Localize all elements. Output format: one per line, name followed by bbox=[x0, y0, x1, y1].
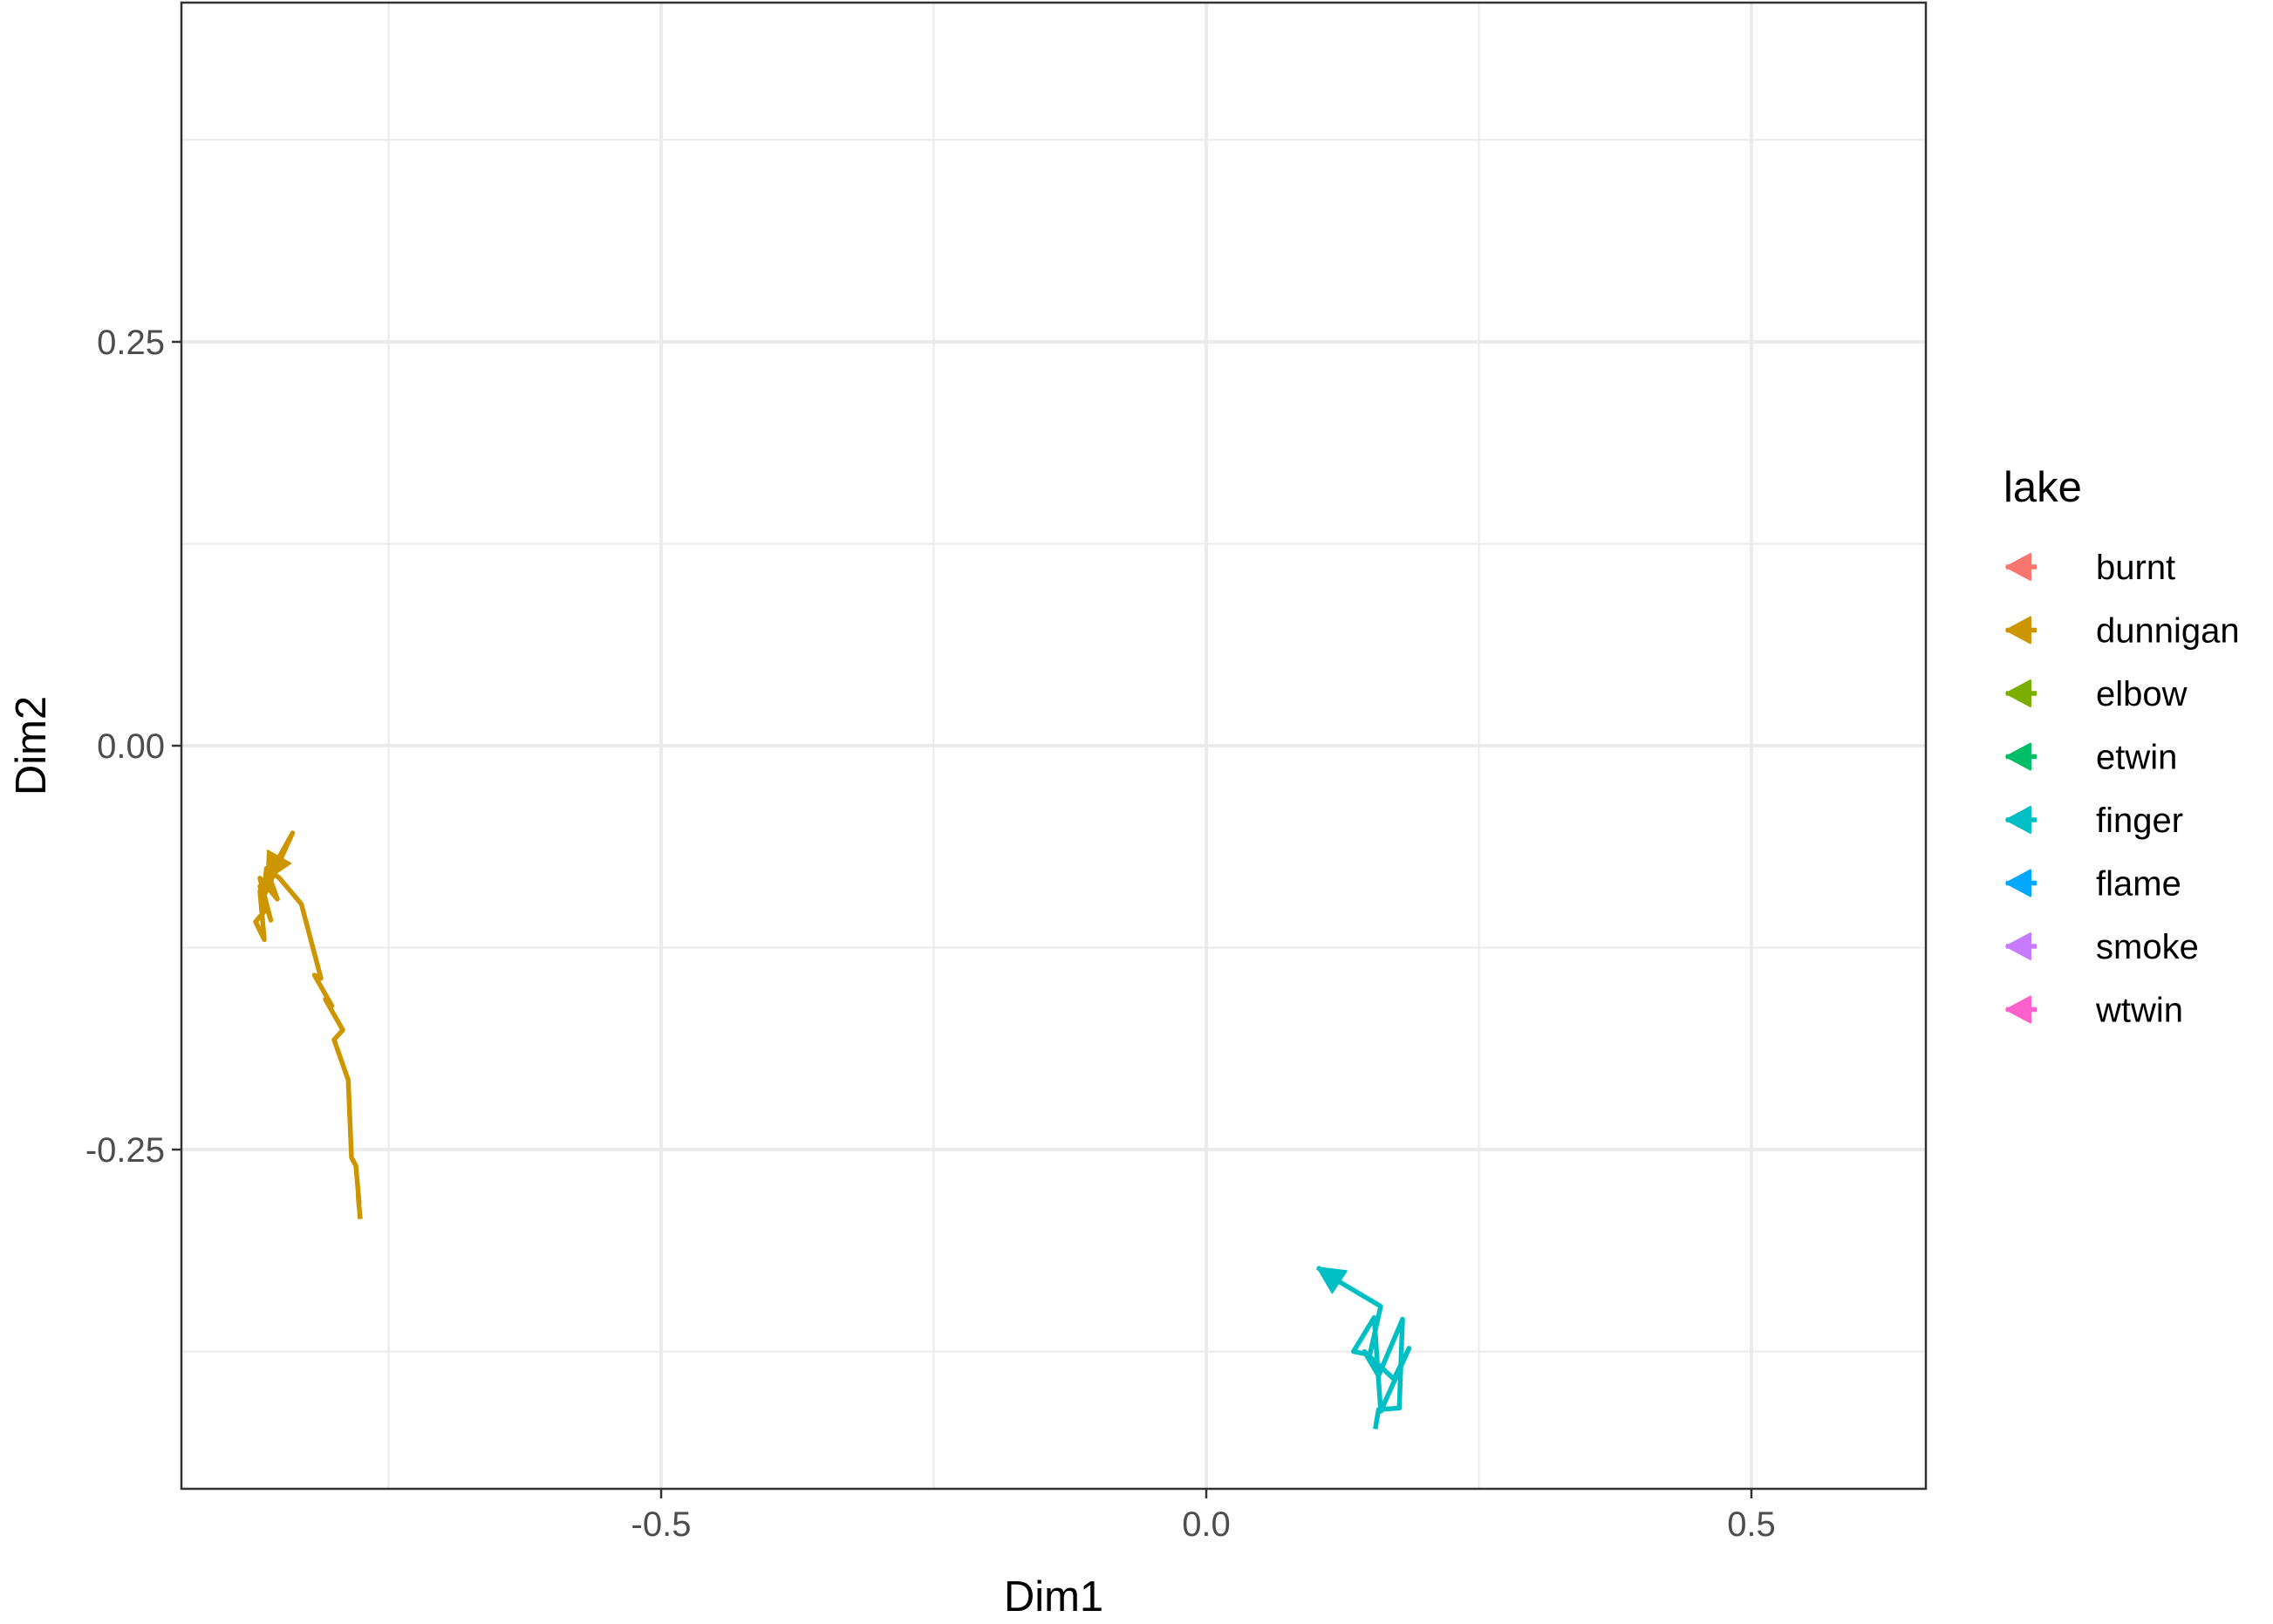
legend-label: burnt bbox=[2096, 549, 2175, 587]
legend-item-etwin: etwin bbox=[2005, 739, 2177, 777]
legend-label: finger bbox=[2096, 802, 2183, 840]
y-tick-label: -0.25 bbox=[85, 1131, 165, 1170]
series-paths bbox=[253, 830, 1412, 1430]
series-arrowhead bbox=[1316, 1266, 1348, 1294]
x-axis-title: Dim1 bbox=[1004, 1573, 1103, 1621]
legend-key-arrowhead bbox=[2005, 995, 2031, 1024]
legend-label: etwin bbox=[2096, 739, 2177, 777]
legend-item-dunnigan: dunnigan bbox=[2005, 612, 2240, 651]
x-tick-label: 0.5 bbox=[1727, 1505, 1776, 1544]
legend-key-arrowhead bbox=[2005, 869, 2031, 897]
y-tick-label: 0.25 bbox=[97, 324, 165, 362]
legend-key-arrowhead bbox=[2005, 679, 2031, 707]
legend-key-arrowhead bbox=[2005, 932, 2031, 960]
legend-label: wtwin bbox=[2095, 992, 2183, 1030]
legend-item-flame: flame bbox=[2005, 865, 2181, 904]
legend-label: smoke bbox=[2096, 928, 2199, 966]
legend-key-arrowhead bbox=[2005, 553, 2031, 581]
y-axis-title: Dim2 bbox=[8, 696, 55, 795]
x-tick-label: -0.5 bbox=[631, 1505, 692, 1544]
series-dunnigan bbox=[253, 830, 363, 1219]
grid-lines bbox=[181, 3, 1926, 1489]
legend-key-arrowhead bbox=[2005, 806, 2031, 834]
legend-key-arrowhead bbox=[2005, 742, 2031, 771]
legend-item-smoke: smoke bbox=[2005, 928, 2199, 966]
series-finger bbox=[1315, 1265, 1412, 1430]
legend-label: dunnigan bbox=[2096, 612, 2240, 651]
legend-title: lake bbox=[2003, 464, 2082, 511]
x-tick-label: 0.0 bbox=[1182, 1505, 1231, 1544]
y-tick-label: 0.00 bbox=[97, 727, 165, 766]
series-path bbox=[1315, 1265, 1412, 1430]
series-arrowhead bbox=[265, 850, 292, 881]
legend: lake burnt dunnigan elbow etwin finger flame s… bbox=[2003, 464, 2240, 1030]
legend-label: flame bbox=[2096, 865, 2181, 904]
axes: -0.5 0.0 0.5 -0.25 0.00 0.25 bbox=[85, 324, 1776, 1544]
legend-label: elbow bbox=[2096, 675, 2188, 713]
legend-item-burnt: burnt bbox=[2005, 549, 2175, 587]
legend-item-finger: finger bbox=[2005, 802, 2183, 840]
legend-item-elbow: elbow bbox=[2005, 675, 2188, 713]
legend-key-arrowhead bbox=[2005, 616, 2031, 645]
legend-item-wtwin: wtwin bbox=[2005, 992, 2183, 1030]
